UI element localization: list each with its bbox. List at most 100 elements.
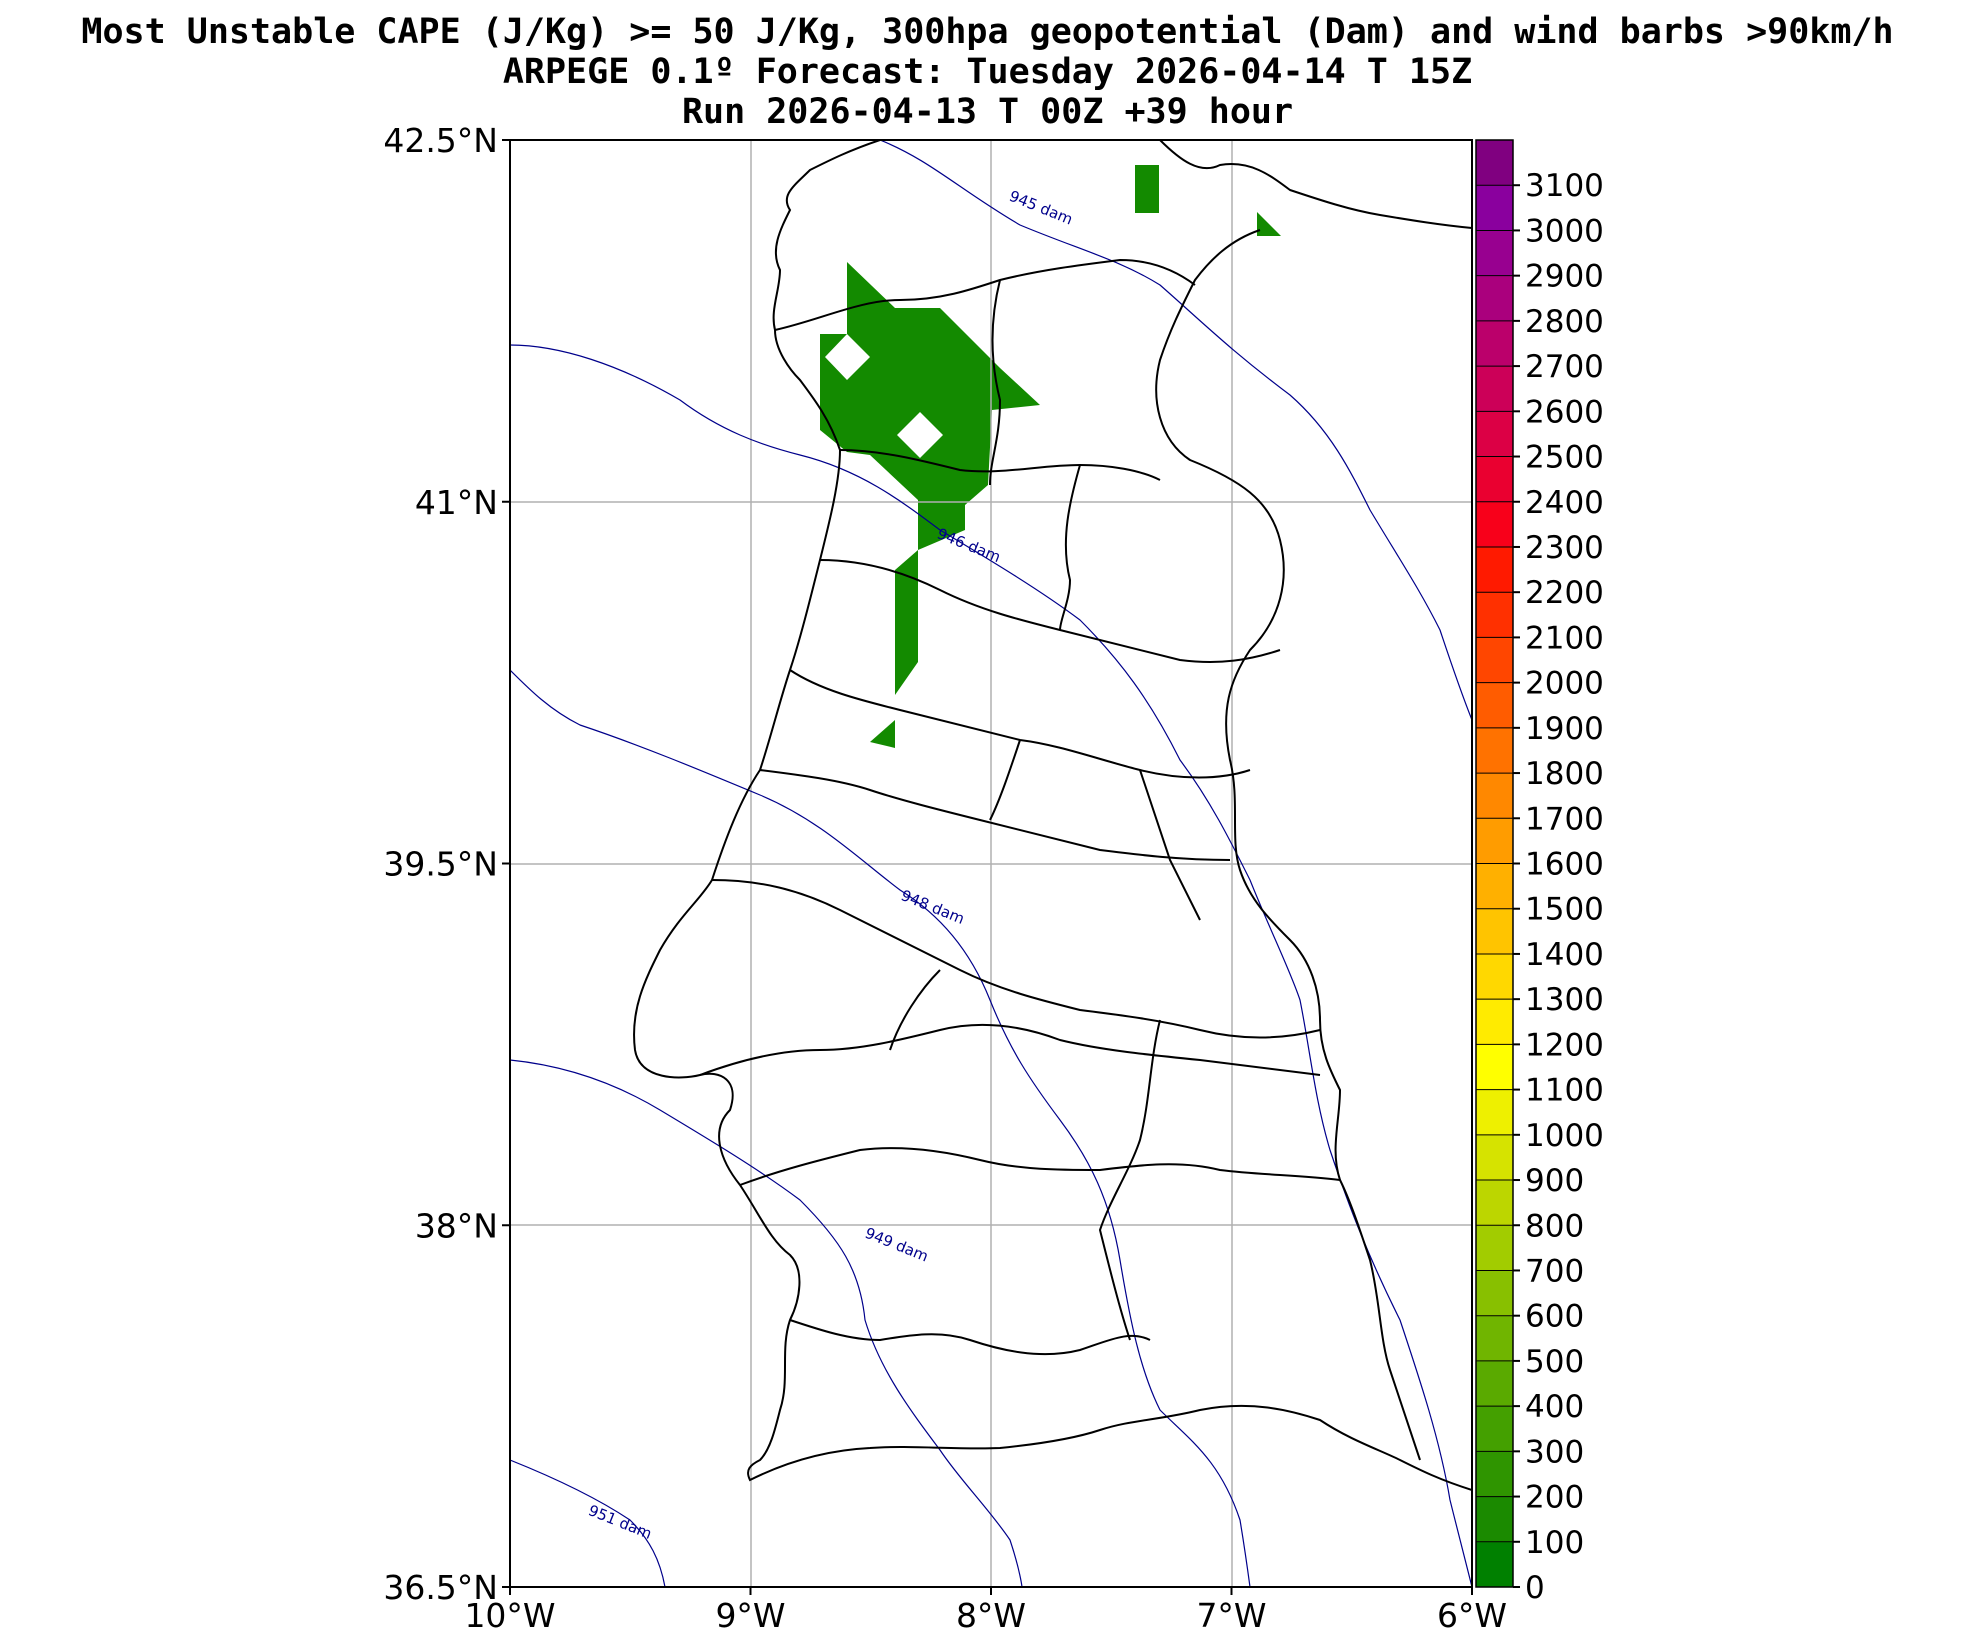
colorbar-tick-label: 1500 xyxy=(1525,892,1604,928)
geopotential-contours xyxy=(510,140,1472,1587)
colorbar-tick-label: 2600 xyxy=(1525,394,1604,430)
colorbar-segment xyxy=(1476,456,1513,503)
colorbar-tick-label: 500 xyxy=(1525,1344,1584,1380)
lat-label: 42.5°N xyxy=(383,121,498,160)
colorbar-tick-label: 2500 xyxy=(1525,440,1604,476)
colorbar-tick-label: 1600 xyxy=(1525,847,1604,883)
district-border-6 xyxy=(711,879,1321,1039)
colorbar-segment xyxy=(1476,1315,1513,1362)
latitude-labels: 42.5°N 41°N 39.5°N 38°N 36.5°N xyxy=(383,121,510,1607)
district-border-12 xyxy=(989,739,1021,821)
lat-label: 36.5°N xyxy=(383,1568,498,1607)
cape-area-main xyxy=(820,262,1040,695)
district-border-14 xyxy=(889,969,941,1051)
colorbar-tick-label: 2400 xyxy=(1525,485,1604,521)
lat-label: 39.5°N xyxy=(383,845,498,884)
colorbar-frame xyxy=(1475,139,1514,1588)
colorbar-tick-label: 3000 xyxy=(1525,213,1604,249)
title-line-1: Most Unstable CAPE (J/Kg) >= 50 J/Kg, 30… xyxy=(81,12,1894,52)
colorbar-tick-label: 2700 xyxy=(1525,349,1604,385)
colorbar-segment xyxy=(1476,1541,1513,1588)
district-border-2 xyxy=(839,449,1161,481)
cape-fill xyxy=(820,165,1281,748)
colorbar-tick-label: 2100 xyxy=(1525,620,1604,656)
district-border-15 xyxy=(1098,1019,1161,1341)
lon-label: 6°W xyxy=(1437,1596,1507,1635)
colorbar-segment xyxy=(1476,1089,1513,1136)
cape-area-north xyxy=(1135,165,1159,213)
colorbar-segment xyxy=(1476,230,1513,277)
colorbar-segment xyxy=(1476,1406,1513,1452)
colorbar-segment xyxy=(1476,999,1513,1045)
colorbar-segment xyxy=(1476,863,1513,910)
district-border-13 xyxy=(1139,769,1201,921)
colorbar-segment xyxy=(1476,1044,1513,1091)
colorbar-tick-label: 2200 xyxy=(1525,575,1604,611)
colorbar-segment xyxy=(1476,1270,1513,1317)
colorbar-segment xyxy=(1476,818,1513,864)
lon-label: 8°W xyxy=(956,1596,1026,1635)
colorbar-segment xyxy=(1476,727,1513,774)
colorbar-segment xyxy=(1476,1451,1513,1498)
title-line-3: Run 2026-04-13 T 00Z +39 hour xyxy=(681,92,1294,132)
boundaries xyxy=(633,140,1472,1491)
lon-label: 7°W xyxy=(1196,1596,1266,1635)
colorbar-tick-label: 1400 xyxy=(1525,937,1604,973)
colorbar-segment xyxy=(1476,1360,1513,1407)
graticule xyxy=(510,140,1472,1587)
colorbar-segment xyxy=(1476,275,1513,322)
colorbar-tick-label: 1000 xyxy=(1525,1118,1604,1154)
colorbar-tick-label: 100 xyxy=(1525,1525,1584,1561)
chart-title: Most Unstable CAPE (J/Kg) >= 50 J/Kg, 30… xyxy=(0,12,1975,132)
district-border-7 xyxy=(699,1023,1321,1076)
colorbar-tick-label: 900 xyxy=(1525,1163,1584,1199)
colorbar-tick-label: 2800 xyxy=(1525,304,1604,340)
colorbar-segment xyxy=(1476,908,1513,955)
colorbar-segment xyxy=(1476,185,1513,231)
lat-label: 38°N xyxy=(415,1206,498,1245)
colorbar-tick-label: 1800 xyxy=(1525,756,1604,792)
border-north xyxy=(1159,140,1472,229)
longitude-labels: 10°W 9°W 8°W 7°W 6°W xyxy=(464,1587,1507,1635)
colorbar-segment xyxy=(1476,592,1513,638)
lon-label: 9°W xyxy=(715,1596,785,1635)
colorbar-tick-label: 1200 xyxy=(1525,1027,1604,1063)
colorbar-tick-label: 300 xyxy=(1525,1434,1584,1470)
coastline xyxy=(633,140,1472,1491)
district-border-11 xyxy=(1059,464,1081,631)
contour-948 xyxy=(510,669,1251,1587)
colorbar-tick-label: 400 xyxy=(1525,1389,1584,1425)
colorbar-tick-label: 0 xyxy=(1525,1570,1545,1606)
colorbar-tick-label: 800 xyxy=(1525,1208,1584,1244)
colorbar-segment xyxy=(1476,546,1513,593)
colorbar-tick-label: 2900 xyxy=(1525,259,1604,295)
colorbar-segment xyxy=(1476,953,1513,1000)
colorbar: 0 100 200 300 400 500 600 700 800 900 1000 1100 1200… xyxy=(1475,139,1604,1606)
colorbar-segment xyxy=(1476,140,1513,186)
colorbar-segment xyxy=(1476,411,1513,458)
colorbar-segment xyxy=(1476,637,1513,684)
lon-label: 10°W xyxy=(464,1596,555,1635)
title-line-2: ARPEGE 0.1º Forecast: Tuesday 2026-04-14… xyxy=(502,52,1473,92)
colorbar-tick-label: 600 xyxy=(1525,1299,1584,1335)
colorbar-segment xyxy=(1476,1134,1513,1181)
colorbar-tick-label: 700 xyxy=(1525,1253,1584,1289)
colorbar-tick-label: 200 xyxy=(1525,1480,1584,1516)
cape-area-northeast xyxy=(1257,212,1281,236)
colorbar-segment xyxy=(1476,1225,1513,1271)
contour-945 xyxy=(879,140,1472,721)
lat-label: 41°N xyxy=(415,483,498,522)
colorbar-segment xyxy=(1476,773,1513,819)
colorbar-tick-label: 1300 xyxy=(1525,982,1604,1018)
colorbar-tick-label: 1100 xyxy=(1525,1073,1604,1109)
colorbar-segment xyxy=(1476,1180,1513,1226)
cape-area-south xyxy=(870,720,895,748)
contour-951 xyxy=(510,1459,666,1587)
border-spain-portugal xyxy=(1155,229,1421,1461)
district-border-5 xyxy=(759,769,1231,861)
district-border-10 xyxy=(989,279,1002,486)
colorbar-segment xyxy=(1476,501,1513,548)
colorbar-tick-label: 3100 xyxy=(1525,168,1604,204)
contour-949 xyxy=(510,1059,1023,1587)
